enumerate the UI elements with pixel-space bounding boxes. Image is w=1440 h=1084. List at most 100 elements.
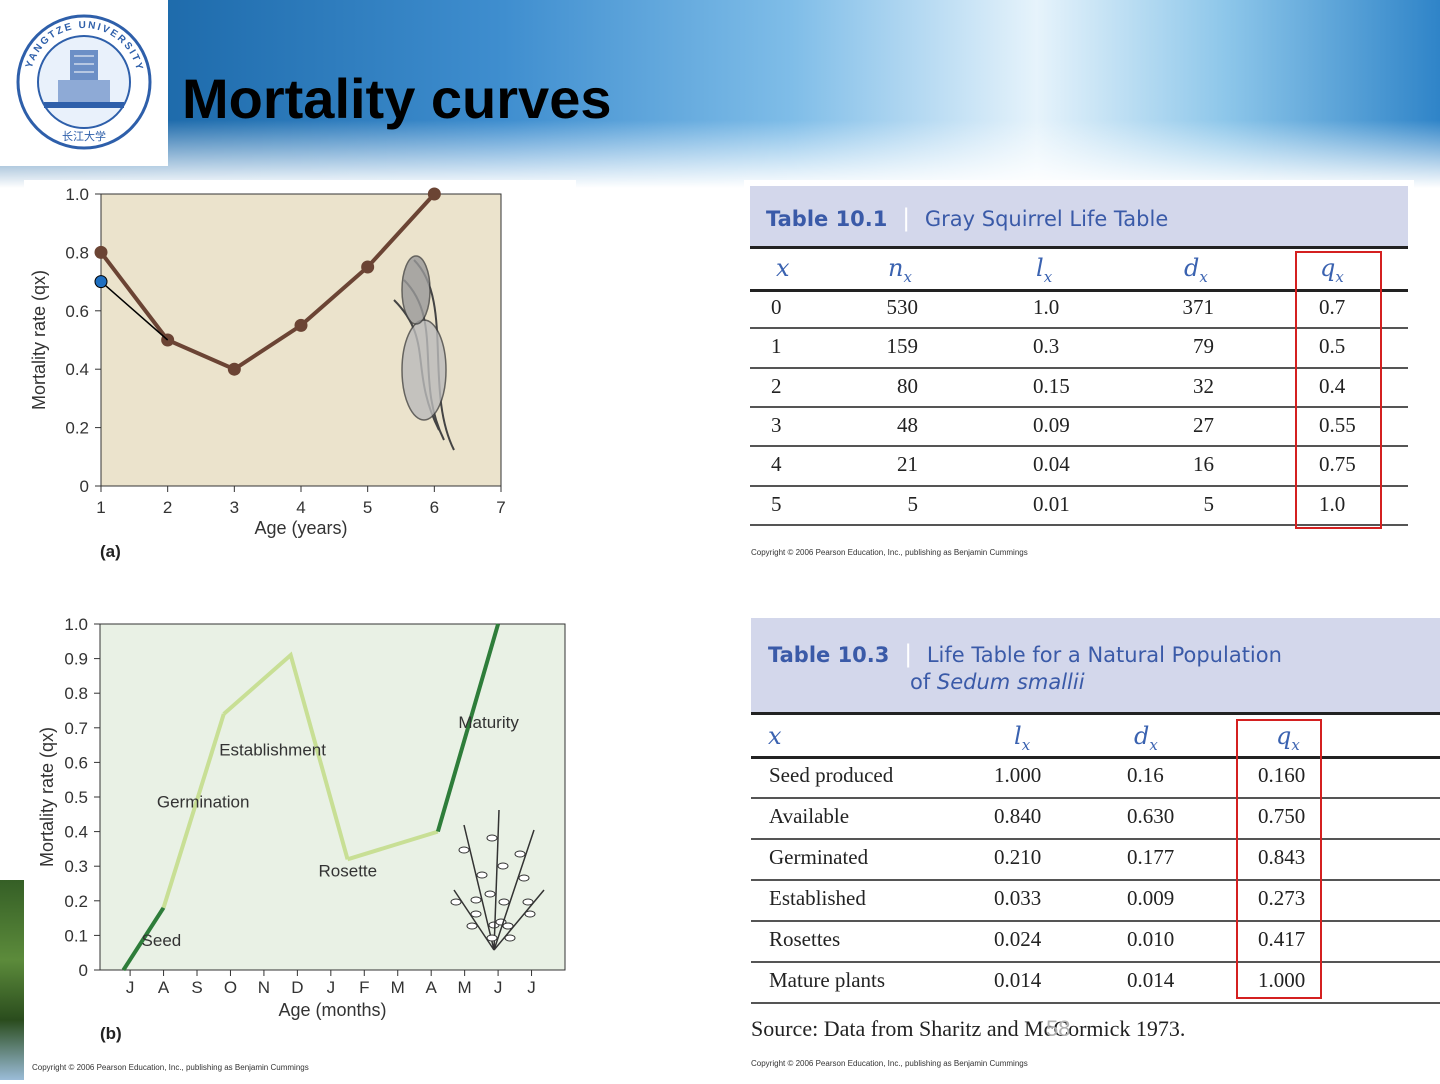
table1-cell: 0.55 — [1319, 412, 1356, 437]
table1-cell: 27 — [1193, 412, 1214, 437]
table2-row-rule — [751, 838, 1440, 840]
table1-cell: 530 — [886, 295, 919, 319]
stage-label: Germination — [157, 792, 250, 811]
table1-cell: 1 — [771, 334, 782, 359]
table1-cell: 3 — [771, 412, 782, 437]
data-point — [294, 318, 308, 332]
table2-col-dx-letter: d — [1134, 722, 1150, 750]
slide-number: 58 — [1046, 1016, 1071, 1041]
table2-qx-highlight — [1236, 719, 1322, 999]
table2-cell: 0.009 — [1127, 886, 1175, 910]
table1-col-nx-letter: n — [888, 254, 904, 282]
table1-title: Table 10.1 | Gray Squirrel Life Table — [766, 204, 1169, 232]
chart-b: 0 0.1 0.2 0.3 0.4 0.5 0.6 0.7 0.8 0.9 1.0 J A S O N D J F M… — [37, 615, 566, 1020]
table1-cell: 159 — [886, 334, 919, 359]
stage-label: Maturity — [458, 713, 519, 732]
y-tick-label: 0.7 — [64, 719, 88, 738]
table1-cell: 0.7 — [1319, 295, 1346, 319]
table2-cell: 0.630 — [1127, 804, 1175, 828]
table2-cell: 0.014 — [1127, 968, 1175, 992]
y-tick-label: 0 — [79, 961, 88, 980]
table1-col-x: x — [776, 254, 790, 282]
table1-row-rule — [750, 445, 1408, 448]
table1-cell: 1.0 — [1033, 295, 1060, 319]
table1-cell: 80 — [897, 373, 918, 398]
table1-cell: 79 — [1193, 334, 1214, 359]
table2-row-rule — [751, 797, 1440, 799]
table1-cell: 16 — [1193, 452, 1214, 477]
x-tick-label: S — [191, 978, 202, 997]
x-tick-label: 6 — [430, 498, 439, 517]
chart-b-panel: 0 0.1 0.2 0.3 0.4 0.5 0.6 0.7 0.8 0.9 1.0 J A S O N D J F M… — [24, 600, 584, 1080]
stage-line — [346, 829, 439, 862]
table2-col-x: x — [768, 722, 782, 750]
series-line — [99, 192, 436, 372]
table1-cell: 32 — [1193, 373, 1214, 398]
table1-cell: 0.01 — [1033, 491, 1070, 516]
table2-cell: Rosettes — [769, 927, 841, 951]
data-point — [361, 260, 375, 274]
table1-cell: 0.15 — [1033, 373, 1070, 398]
y-tick-label: 1.0 — [64, 615, 88, 634]
table1-cell: 21 — [897, 452, 918, 477]
table2-cell: Germinated — [769, 845, 869, 869]
series-line — [100, 281, 169, 341]
squirrel-body — [401, 319, 447, 421]
table1-row-rule — [750, 523, 1408, 526]
table1-cell: 0.3 — [1033, 334, 1060, 359]
chart-b-copyright: Copyright © 2006 Pearson Education, Inc.… — [32, 1063, 309, 1072]
x-tick-label: A — [426, 978, 438, 997]
table2-cell: 0.014 — [994, 968, 1042, 992]
x-axis-label: Age (months) — [278, 1000, 386, 1020]
table2-cell: 0.843 — [1258, 845, 1306, 869]
stage-label: Seed — [142, 931, 182, 950]
y-tick-label: 0.5 — [64, 788, 88, 807]
stage-line — [222, 651, 350, 860]
table2-source: Source: Data from Sharitz and McCormick … — [751, 1016, 1186, 1041]
x-tick-label: A — [158, 978, 170, 997]
table1-cell: 0 — [771, 295, 782, 319]
table2-title-line2: of Sedum smallii — [910, 670, 1085, 694]
x-tick-label: J — [126, 978, 135, 997]
table1-col-lx-sub: x — [1043, 267, 1053, 286]
table2-cell: 0.033 — [994, 886, 1042, 910]
table1-cell: 1.0 — [1319, 491, 1346, 516]
table2-row-rule — [751, 879, 1440, 881]
x-tick-label: F — [359, 978, 369, 997]
table2-cell: Seed produced — [769, 763, 894, 787]
x-tick-label: O — [224, 978, 237, 997]
x-tick-label: M — [458, 978, 472, 997]
table2-title-species: Sedum smallii — [936, 670, 1085, 694]
x-tick-label: D — [291, 978, 303, 997]
table2-copyright: Copyright © 2006 Pearson Education, Inc.… — [751, 1059, 1028, 1068]
squirrel-tail — [401, 255, 431, 325]
table2-col-lx: lx — [1014, 722, 1030, 754]
table1-rule-top — [750, 246, 1408, 249]
y-axis-label: Mortality rate (qx) — [29, 270, 49, 410]
table2-col-qx-letter: q — [1276, 722, 1292, 750]
table2-cell: Available — [769, 804, 850, 828]
table1-cell: 0.4 — [1319, 373, 1346, 398]
y-tick-label: 0.9 — [64, 650, 88, 669]
stage-label: Establishment — [219, 740, 326, 759]
y-tick-label: 0 — [80, 477, 89, 496]
chart-b-panel-label: (b) — [100, 1024, 122, 1043]
landscape-strip — [0, 880, 24, 1080]
chart-b-plot-area — [99, 623, 566, 971]
table1-col-nx: nx — [888, 254, 912, 286]
table1-title-text: Gray Squirrel Life Table — [924, 207, 1169, 231]
stage-line — [121, 906, 166, 972]
table1-cell: 0.5 — [1319, 334, 1346, 359]
table2-col-qx: qx — [1276, 722, 1300, 754]
table1-col-dx-letter: d — [1184, 254, 1200, 282]
table1-header-band — [750, 186, 1408, 246]
table1-cell: 0.75 — [1319, 452, 1356, 477]
table2-col-dx: dx — [1134, 722, 1158, 754]
table2-col-lx-sub: x — [1021, 735, 1031, 754]
table1-cell: 4 — [771, 452, 782, 477]
table2-cell: Established — [769, 886, 866, 910]
y-tick-label: 0.2 — [65, 419, 89, 438]
table1-col-qx-letter: q — [1320, 254, 1336, 282]
highlight-point — [94, 275, 108, 289]
x-tick-label: 5 — [363, 498, 372, 517]
